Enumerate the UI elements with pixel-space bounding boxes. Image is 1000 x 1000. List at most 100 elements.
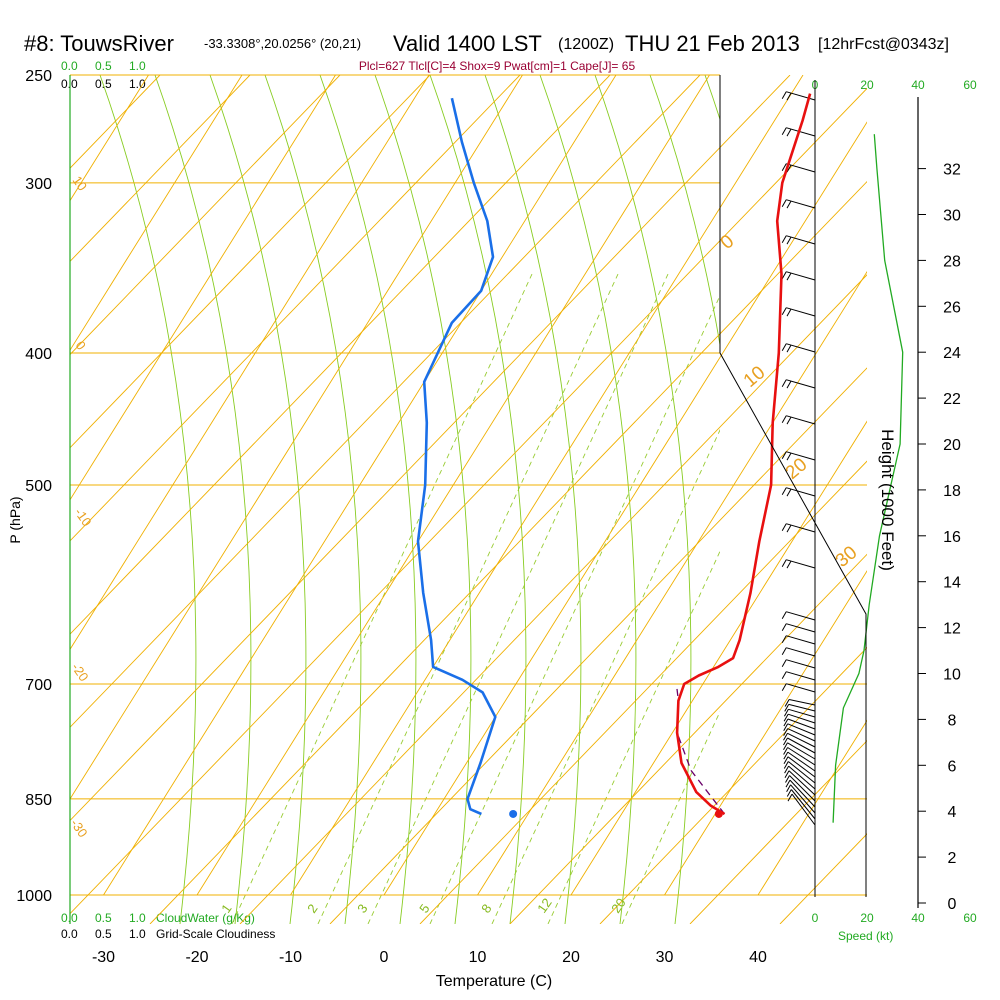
y-axis-title: P (hPa)	[7, 496, 23, 543]
wind-barb	[781, 307, 816, 317]
zulu-time: (1200Z)	[558, 36, 614, 53]
wind-barb-shaft	[786, 307, 816, 317]
surface-dewpoint-point	[509, 809, 518, 818]
wind-barb-flag	[786, 416, 792, 425]
y-tick-250: 250	[25, 68, 52, 85]
wind-barb-flag	[786, 784, 792, 793]
cloudwater-label: CloudWater (g/Kg)	[156, 911, 255, 925]
wind-barb-flag	[786, 272, 792, 281]
wind-barb-flag	[786, 128, 792, 137]
wind-barb-shaft	[787, 718, 816, 730]
moist-adiabat	[484, 75, 582, 924]
wind-barb-flag	[781, 235, 787, 243]
moist-adiabat	[539, 75, 637, 924]
wind-barb-flag	[785, 775, 790, 783]
height-tick-12: 12	[943, 621, 961, 638]
wind-barb	[783, 713, 816, 724]
dry-adiabat	[689, 740, 867, 924]
wind-barb	[781, 235, 816, 245]
wind-barb	[781, 659, 816, 669]
wind-barb-shaft	[786, 343, 816, 353]
wind-barb-flag	[781, 611, 787, 619]
wind-barb-flag	[786, 380, 792, 389]
forecast-label: [12hrFcst@0343z]	[818, 36, 949, 53]
moist-adiabat	[374, 75, 472, 924]
wind-barb-flag	[786, 308, 792, 317]
wind-barb-flag	[781, 559, 787, 567]
wind-barb-shaft	[786, 91, 816, 101]
wind-barb	[787, 793, 816, 826]
wind-barb-shaft	[786, 487, 816, 497]
wind-barb-flag	[785, 779, 791, 788]
cloud-scale-bottom: 0.0 0.5 1.0 CloudWater (g/Kg) 0.0 0.5 1.…	[61, 911, 275, 941]
wind-barb	[783, 751, 816, 772]
wind-barb-flag	[786, 344, 792, 353]
wind-barb	[783, 742, 816, 760]
wind-barb-shaft	[787, 747, 816, 766]
wind-barb	[781, 379, 816, 389]
height-tick-24: 24	[943, 345, 961, 362]
wind-barb-flag	[783, 709, 789, 717]
wind-barb-flag	[786, 92, 792, 101]
wind-barb-flag	[783, 747, 789, 755]
mixing-ratio-line	[491, 428, 720, 924]
height-tick-2: 2	[948, 850, 957, 867]
x-tick-20: 20	[562, 949, 580, 966]
height-tick-18: 18	[943, 483, 961, 500]
mixing-ratio-label-12: 12	[534, 895, 555, 915]
valid-time: Valid 1400 LST	[393, 31, 542, 56]
wind-barb	[781, 271, 816, 281]
mixing-ratio-label-20: 20	[608, 895, 629, 915]
wind-barb	[781, 487, 816, 497]
x-tick--30: -30	[92, 949, 115, 966]
wind-barb-flag	[786, 524, 792, 533]
dry-adiabat	[149, 180, 867, 924]
wind-barb-flag	[783, 723, 789, 732]
cloudiness-label: Grid-Scale Cloudiness	[156, 927, 275, 941]
height-tick-16: 16	[943, 529, 961, 546]
cloud-scale-bottom-green-1: 0.5	[95, 911, 112, 925]
dry-adiabat	[509, 553, 867, 924]
mixing-ratio-label-3: 3	[354, 901, 370, 916]
dry-adiabat	[70, 75, 791, 822]
wind-barb	[783, 718, 816, 730]
surface-temperature-point	[714, 809, 723, 818]
wind-barb	[784, 765, 816, 790]
wind-barb	[783, 756, 816, 778]
wind-barb-shaft	[786, 163, 816, 173]
wind-barb	[783, 723, 816, 736]
wind-barb	[783, 708, 816, 718]
wind-barb-flag	[781, 683, 787, 691]
stability-params: Plcl=627 Tlcl[C]=4 Shox=9 Pwat[cm]=1 Cap…	[359, 59, 636, 73]
wind-barb-flag	[784, 699, 790, 707]
wind-barb-shaft	[787, 713, 816, 724]
wind-barb	[786, 784, 816, 814]
wind-scale-top-60: 60	[963, 78, 977, 92]
dry-adiabat	[70, 75, 521, 542]
height-tick-26: 26	[943, 299, 961, 316]
y-tick-1000: 1000	[16, 888, 52, 905]
wind-barb-shaft	[786, 611, 816, 621]
mixing-ratio-line	[317, 273, 619, 924]
wind-barb	[781, 127, 816, 137]
dry-adiabat	[419, 460, 867, 924]
wind-panel: 0 20 40 60 0 20 40 60	[781, 78, 977, 925]
moist-adiabat-label-3: 30	[832, 542, 862, 572]
wind-barb	[781, 523, 816, 533]
wind-barb-shaft	[786, 671, 816, 681]
sounding-profiles	[416, 93, 812, 818]
x-tick-0: 0	[380, 949, 389, 966]
wind-scale-top-20: 20	[860, 78, 874, 92]
wind-scale-bottom-0: 0	[812, 911, 819, 925]
dewpoint-profile	[416, 97, 497, 816]
x-tick--10: -10	[279, 949, 302, 966]
wind-barb-shaft	[790, 789, 816, 820]
wind-barb-shaft	[786, 379, 816, 389]
dry-adiabat	[329, 367, 867, 924]
dry-adiabat	[70, 75, 251, 263]
wind-barb-shaft	[787, 756, 816, 778]
isotherm-40	[757, 719, 867, 896]
mixing-ratio-line	[367, 273, 669, 924]
